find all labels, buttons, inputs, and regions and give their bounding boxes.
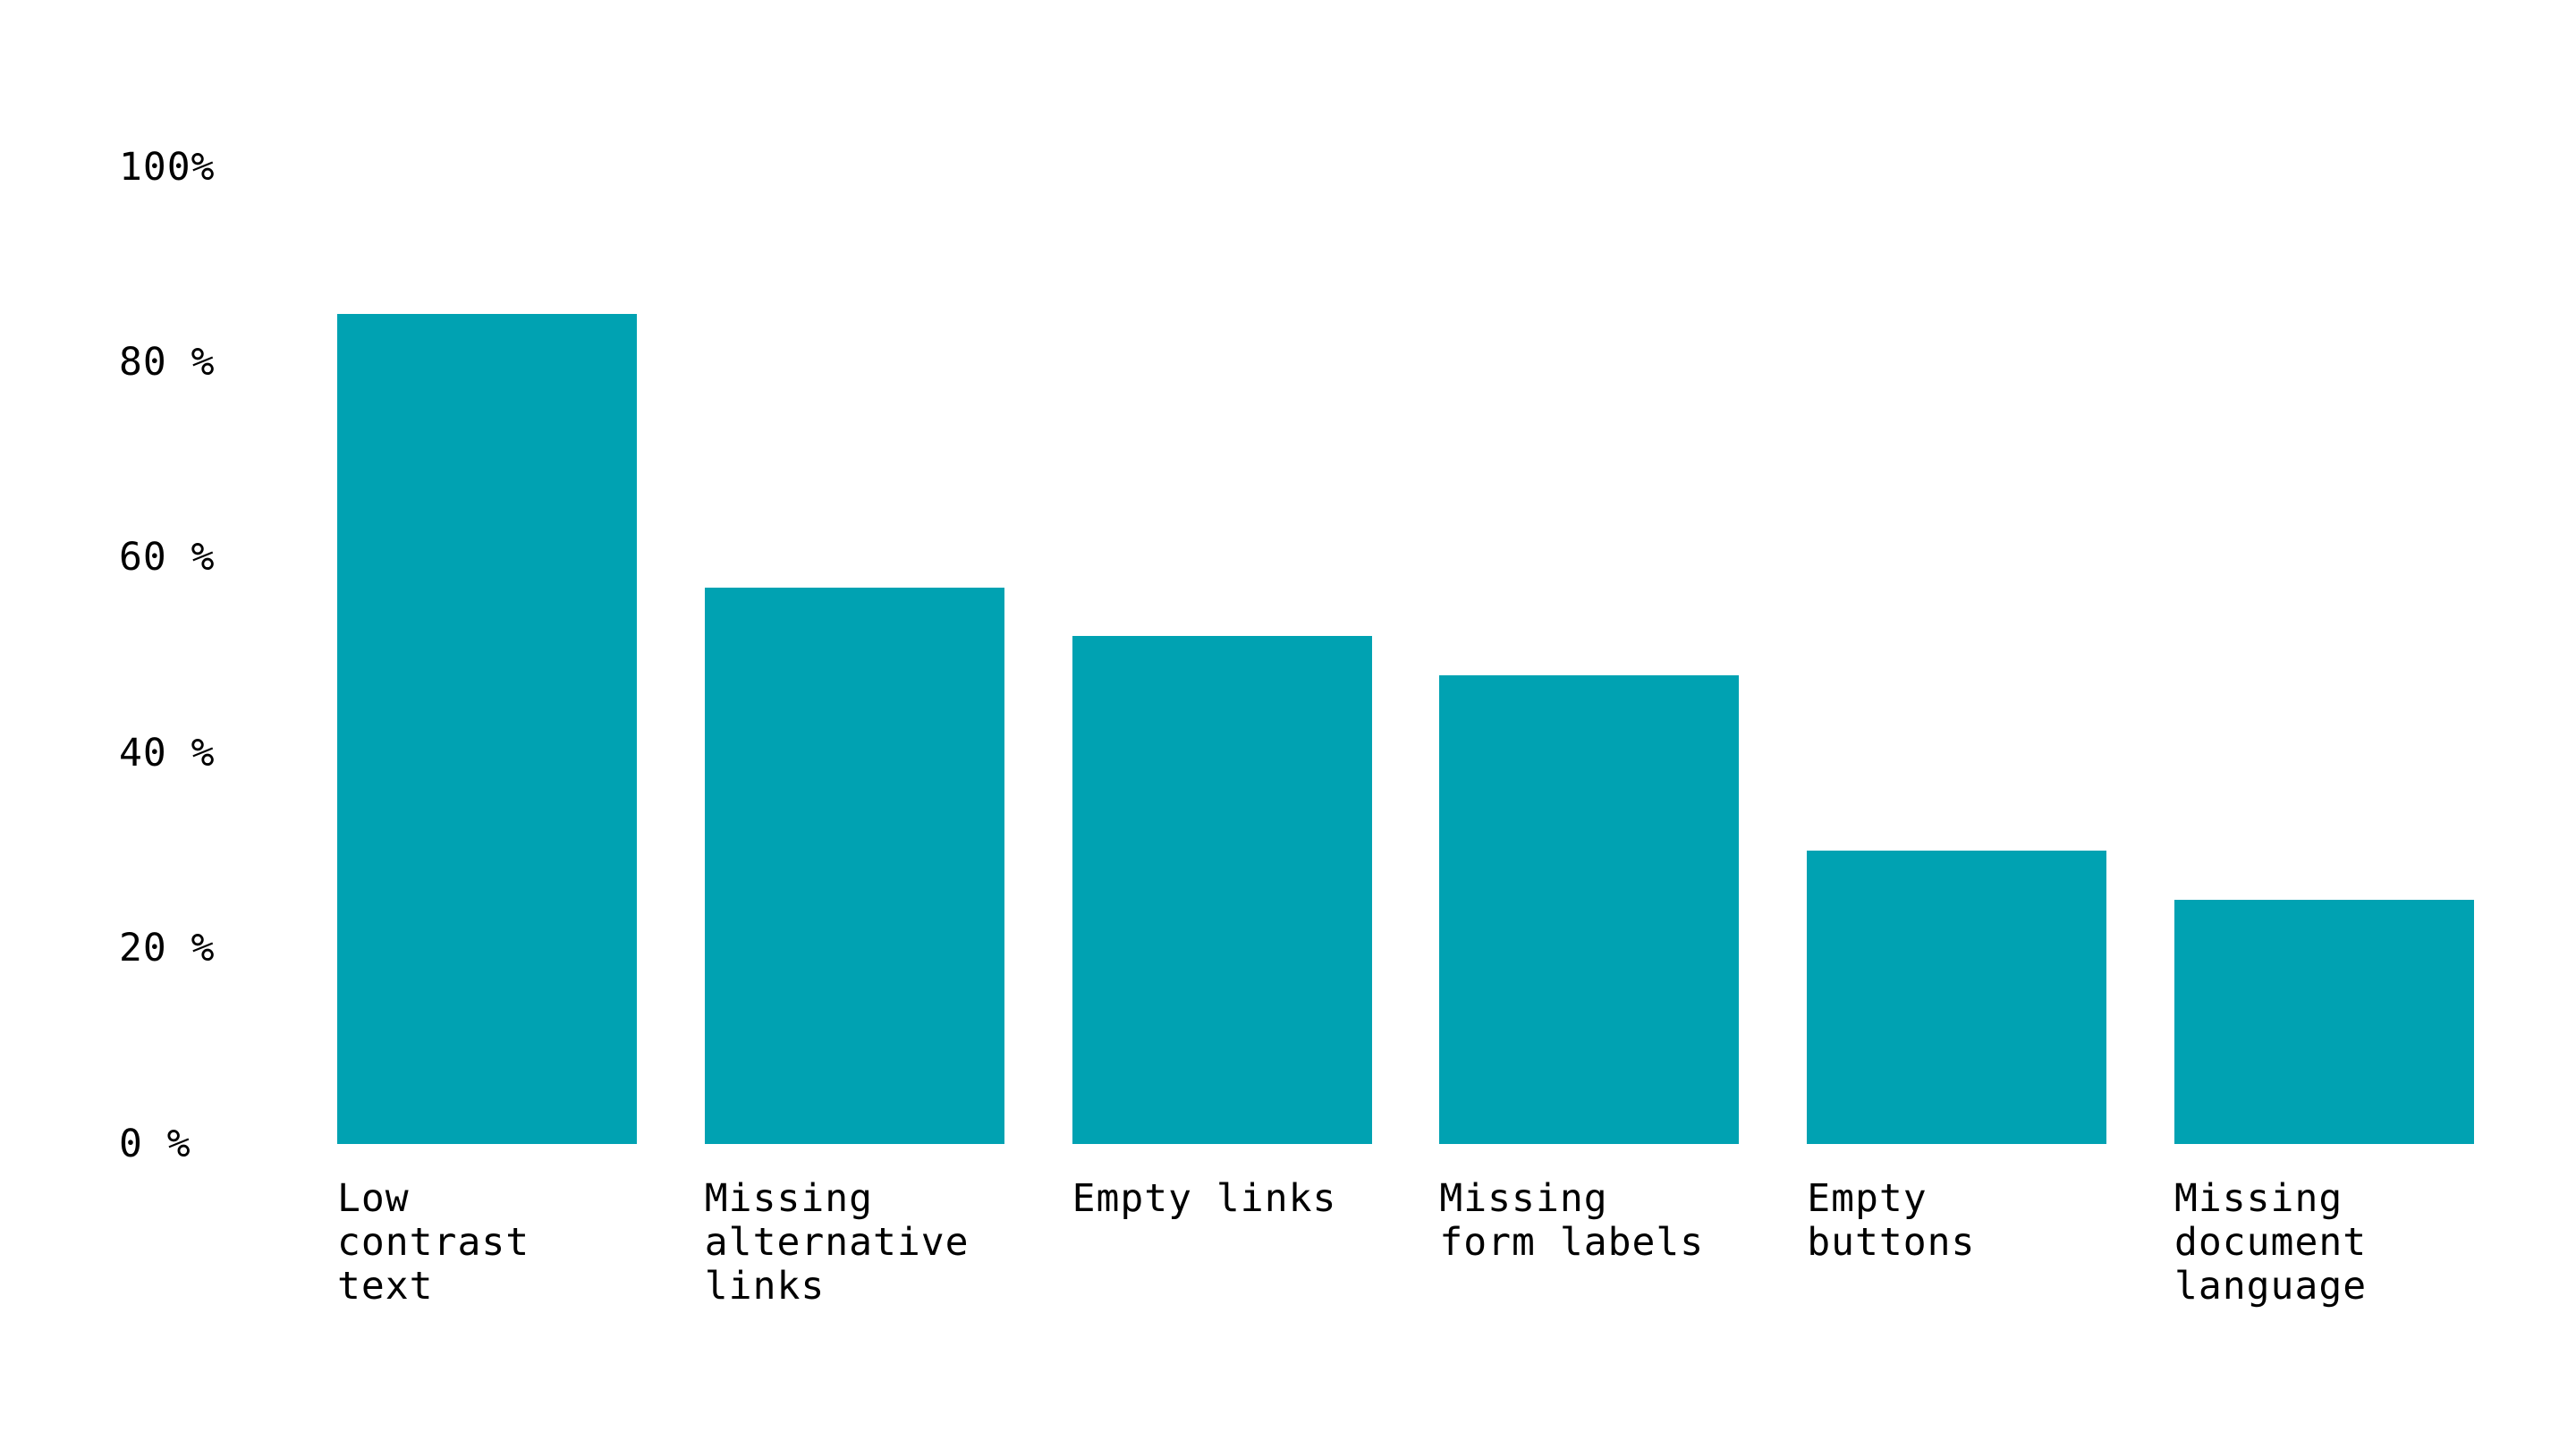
x-axis-label-line: document [2174,1220,2368,1265]
x-axis-label-line: Empty links [1072,1176,1337,1221]
x-axis-label: Low contrast text [337,1177,695,1309]
x-axis-label-line: Missing [2174,1176,2343,1221]
x-axis-label-line: contrast [337,1220,530,1265]
y-tick-label: 100% [119,144,216,190]
bar-empty-buttons [1807,851,2107,1144]
x-axis-label-line: alternative [704,1220,970,1265]
x-axis-label: Empty buttons [1807,1177,2165,1265]
y-tick-label: 0 % [119,1121,191,1166]
bar-missing-document-language [2174,900,2474,1144]
x-axis-label-line: form labels [1439,1220,1705,1265]
x-axis-label-line: Low [337,1176,410,1221]
bar-low-contrast-text [337,313,637,1144]
bar-empty-links [1072,636,1372,1144]
y-tick-label: 80 % [119,339,216,385]
y-tick-label: 40 % [119,730,216,775]
x-axis-label-line: text [337,1264,434,1309]
x-axis-label-line: links [704,1264,826,1309]
x-axis-label: Empty links [1072,1177,1430,1221]
x-axis-label: Missing form labels [1439,1177,1797,1265]
x-axis-label: Missing document language [2174,1177,2532,1309]
bar-missing-form-labels [1439,674,1740,1144]
x-axis-label-line: Missing [1439,1176,1608,1221]
x-axis-label: Missing alternative links [705,1177,1063,1309]
y-tick-label: 20 % [119,926,216,971]
y-tick-label: 60 % [119,535,216,580]
x-axis-label-line: Empty [1807,1176,1928,1221]
x-axis-label-line: language [2174,1264,2368,1309]
x-axis-label-line: Missing [704,1176,874,1221]
bar-missing-alternative-links [704,587,1004,1144]
x-axis-label-line: buttons [1807,1220,1976,1265]
